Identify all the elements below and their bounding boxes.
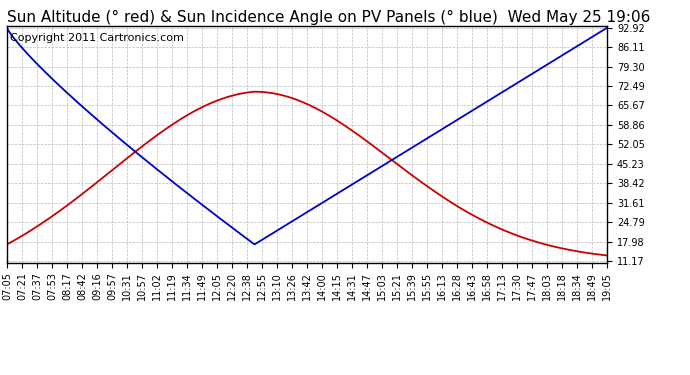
Text: Copyright 2011 Cartronics.com: Copyright 2011 Cartronics.com [10, 33, 184, 44]
Text: Sun Altitude (° red) & Sun Incidence Angle on PV Panels (° blue)  Wed May 25 19:: Sun Altitude (° red) & Sun Incidence Ang… [7, 10, 650, 25]
